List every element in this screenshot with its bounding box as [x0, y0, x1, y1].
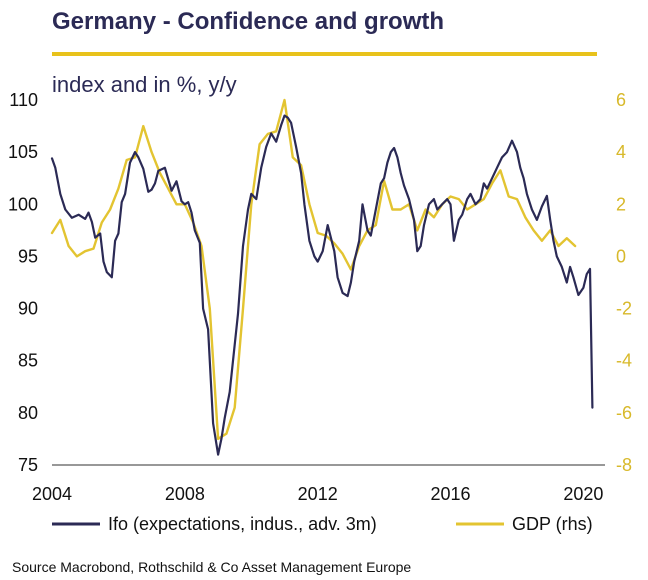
legend-label-ifo: Ifo (expectations, indus., adv. 3m) — [108, 514, 377, 534]
right-tick-label: 2 — [616, 194, 626, 214]
right-tick-label: 0 — [616, 246, 626, 266]
chart-subtitle: index and in %, y/y — [52, 72, 237, 97]
right-axis-ticks: -8 -6 -4 -2 0 2 4 6 — [616, 90, 632, 475]
right-tick-label: -8 — [616, 455, 632, 475]
right-tick-label: -6 — [616, 403, 632, 423]
source-note: Source Macrobond, Rothschild & Co Asset … — [12, 559, 411, 575]
left-tick-label: 85 — [18, 351, 38, 371]
x-tick-label: 2004 — [32, 484, 72, 504]
left-tick-label: 95 — [18, 246, 38, 266]
series-layer — [50, 98, 594, 456]
series-line-ifo — [50, 114, 594, 456]
left-tick-label: 75 — [18, 455, 38, 475]
x-tick-label: 2020 — [563, 484, 603, 504]
left-tick-label: 90 — [18, 299, 38, 319]
chart-title: Germany - Confidence and growth — [52, 8, 444, 35]
legend: Ifo (expectations, indus., adv. 3m) GDP … — [52, 514, 593, 534]
right-tick-label: 4 — [616, 142, 626, 162]
x-axis-ticks: 2004 2008 2012 2016 2020 — [32, 484, 603, 504]
right-tick-label: 6 — [616, 90, 626, 110]
series-line-gdp — [50, 98, 577, 441]
right-tick-label: -2 — [616, 299, 632, 319]
left-tick-label: 100 — [8, 194, 38, 214]
legend-label-gdp: GDP (rhs) — [512, 514, 593, 534]
right-tick-label: -4 — [616, 351, 632, 371]
left-tick-label: 80 — [18, 403, 38, 423]
left-tick-label: 105 — [8, 142, 38, 162]
x-tick-label: 2016 — [431, 484, 471, 504]
x-tick-label: 2012 — [298, 484, 338, 504]
x-tick-label: 2008 — [165, 484, 205, 504]
left-tick-label: 110 — [9, 90, 38, 110]
left-axis-ticks: 75 80 85 90 95 100 105 110 — [8, 90, 38, 475]
